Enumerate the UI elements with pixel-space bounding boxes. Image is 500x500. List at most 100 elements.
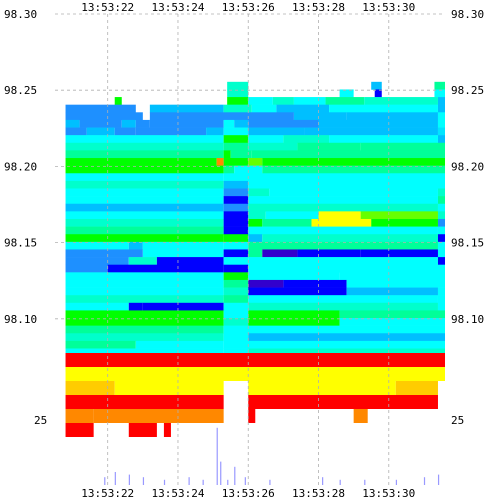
depth-cell xyxy=(223,218,249,227)
depth-cell xyxy=(65,295,224,304)
volume-tick-right: 25 xyxy=(451,414,464,427)
depth-cell xyxy=(437,188,445,197)
depth-cell xyxy=(251,104,277,113)
depth-cell xyxy=(248,279,284,288)
depth-cell xyxy=(65,310,224,319)
x-tick-label-bottom: 13:53:28 xyxy=(292,487,345,500)
depth-cell xyxy=(248,119,319,128)
depth-cell xyxy=(437,127,445,136)
depth-cell xyxy=(248,218,263,227)
depth-cell xyxy=(149,119,224,128)
depth-cell xyxy=(65,302,129,311)
depth-cell xyxy=(248,97,273,105)
depth-cell xyxy=(318,211,361,220)
depth-cell xyxy=(65,264,108,273)
depth-cell xyxy=(248,302,438,311)
depth-cell xyxy=(223,295,249,304)
depth-cell xyxy=(223,127,249,136)
depth-cell xyxy=(206,127,224,136)
depth-cell xyxy=(437,104,445,113)
depth-cell xyxy=(437,135,445,144)
depth-cell xyxy=(65,287,224,296)
volume-bar xyxy=(114,472,116,485)
depth-cell xyxy=(65,188,224,197)
depth-cell xyxy=(223,325,445,334)
volume-bar xyxy=(104,477,106,485)
depth-cell xyxy=(227,81,249,90)
depth-cell xyxy=(434,89,445,98)
band-cell xyxy=(65,353,446,367)
depth-cell xyxy=(223,104,252,113)
y-tick-label-left: 98.10 xyxy=(4,313,37,326)
depth-cell xyxy=(248,158,263,166)
x-tick-label-top: 13:53:24 xyxy=(151,1,204,14)
depth-cell xyxy=(248,310,340,319)
depth-cell xyxy=(371,218,438,227)
x-tick-label-bottom: 13:53:22 xyxy=(81,487,134,500)
depth-cell xyxy=(248,241,438,250)
depth-cell xyxy=(437,203,445,212)
depth-cell xyxy=(234,119,249,128)
band-cell xyxy=(163,423,171,437)
depth-cell xyxy=(329,135,438,144)
depth-cell xyxy=(223,272,249,281)
depth-cell xyxy=(65,196,224,205)
y-tick-label-left: 98.15 xyxy=(4,237,37,250)
y-tick-label-right: 98.30 xyxy=(451,8,484,21)
depth-cell xyxy=(297,249,361,258)
depth-cell xyxy=(223,211,249,220)
volume-bars xyxy=(104,427,440,485)
depth-cell xyxy=(262,165,445,174)
depth-cell xyxy=(325,97,365,105)
x-tick-label-top: 13:53:30 xyxy=(362,1,415,14)
depth-cell xyxy=(223,279,249,288)
depth-cell xyxy=(135,340,224,349)
spread-bands xyxy=(65,353,446,437)
depth-cell xyxy=(223,234,249,243)
y-tick-label-left: 98.20 xyxy=(4,160,37,173)
depth-cell xyxy=(65,348,224,357)
depth-cell xyxy=(346,112,438,121)
depth-cell xyxy=(79,119,122,128)
depth-cell xyxy=(223,119,235,128)
depth-cell xyxy=(262,218,312,227)
band-cell xyxy=(353,409,368,423)
depth-cell xyxy=(437,218,445,227)
depth-cell xyxy=(346,287,438,296)
depth-cell xyxy=(223,226,249,235)
depth-cell xyxy=(248,272,340,281)
depth-cell xyxy=(304,127,438,136)
depth-cell xyxy=(65,104,136,113)
depth-cell xyxy=(65,340,136,349)
depth-cell xyxy=(223,249,249,258)
depth-cell xyxy=(65,234,224,243)
depth-cell xyxy=(248,264,445,273)
depth-cell xyxy=(248,287,347,296)
depth-cell xyxy=(114,127,136,136)
depth-cell xyxy=(216,158,224,166)
depth-cell xyxy=(437,302,445,311)
depth-cell xyxy=(223,302,249,311)
depth-cell xyxy=(65,318,224,326)
y-tick-label-right: 98.15 xyxy=(451,237,484,250)
depth-cell xyxy=(339,272,445,281)
depth-cell xyxy=(248,257,438,265)
depth-cell xyxy=(262,234,438,243)
depth-cell xyxy=(142,249,224,258)
y-tick-label-left: 98.25 xyxy=(4,84,37,97)
depth-cell xyxy=(65,325,224,334)
depth-cell xyxy=(248,226,438,235)
depth-cell xyxy=(339,89,354,98)
depth-cell xyxy=(65,241,129,250)
depth-cell xyxy=(248,211,266,220)
volume-bar xyxy=(244,477,246,485)
volume-bar xyxy=(220,461,222,485)
depth-cell xyxy=(65,158,217,166)
band-cell xyxy=(395,381,438,395)
depth-cell xyxy=(437,287,445,296)
x-tick-label-bottom: 13:53:24 xyxy=(151,487,204,500)
depth-cell xyxy=(121,119,136,128)
band-cell xyxy=(65,381,115,395)
depth-cell xyxy=(65,272,224,281)
